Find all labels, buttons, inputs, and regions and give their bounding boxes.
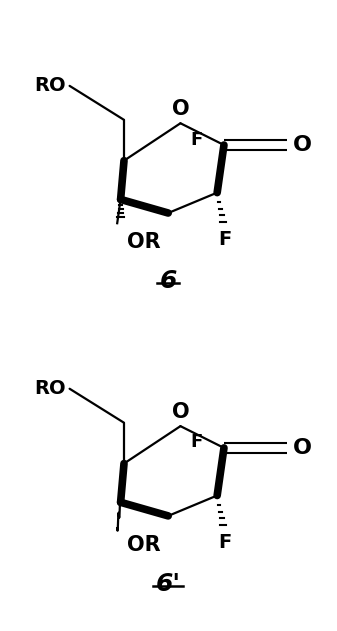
Text: F: F <box>219 230 232 249</box>
Text: OR: OR <box>127 535 161 555</box>
Text: O: O <box>172 402 189 422</box>
Text: RO: RO <box>34 76 66 95</box>
Text: F: F <box>190 433 202 451</box>
Text: 6': 6' <box>155 572 181 596</box>
Text: RO: RO <box>34 379 66 398</box>
Text: O: O <box>293 438 312 458</box>
Text: O: O <box>172 99 189 119</box>
Text: OR: OR <box>127 232 161 252</box>
Text: F: F <box>219 533 232 552</box>
Text: F: F <box>190 131 202 148</box>
Text: O: O <box>293 135 312 155</box>
Text: 6: 6 <box>159 269 177 293</box>
